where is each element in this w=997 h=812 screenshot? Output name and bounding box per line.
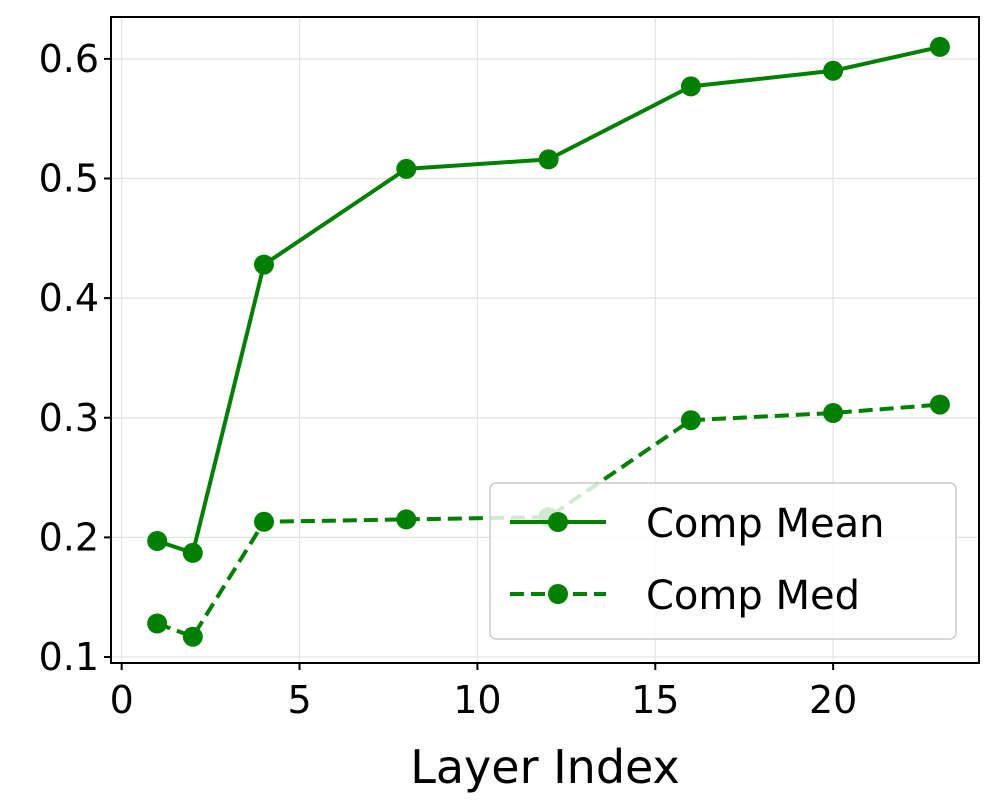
series-1-point [680,76,701,97]
plot-frame [110,16,980,664]
x-axis-label: Layer Index [410,740,680,794]
y-tick-label: 0.6 [39,37,99,81]
x-tick-label: 10 [453,678,501,722]
series-2-point [680,410,701,431]
y-tick-label: 0.3 [39,396,99,440]
series-2-point [823,403,844,423]
series-2-point [929,394,950,415]
x-tick-label: 5 [287,678,311,722]
series-1-point [823,60,844,81]
x-tick-label: 20 [809,678,857,722]
plot-series [147,36,950,647]
y-tick-label: 0.2 [39,515,99,559]
y-tick-label: 0.4 [39,276,99,320]
series-1-point [396,158,417,179]
legend-box [489,482,957,640]
series-2-point [147,613,168,634]
series-2-point [254,511,274,532]
x-tick-label: 0 [110,678,134,722]
series-2-point [396,509,417,530]
series-1-point [182,542,203,563]
legend-label-2: Comp Med [646,573,860,619]
series-1-point [147,531,168,551]
series-1-point [929,36,950,57]
legend-label-1: Comp Mean [646,501,884,547]
series-1-point [254,254,274,275]
legend-marker-2 [548,584,568,604]
series-line-1 [156,44,941,555]
y-tick-label: 0.5 [39,157,99,201]
x-tick-label: 15 [631,678,679,722]
y-tick-label: 0.1 [39,635,99,679]
series-1-point [538,149,559,170]
series-2-point [182,626,203,647]
legend: Comp Mean Comp Med [489,482,957,640]
series-line-2 [156,402,941,639]
axis-ticks: 0 5 10 15 20 0.1 0.2 0.3 0.4 0.5 0.6 [39,37,858,722]
legend-marker-1 [548,512,568,532]
